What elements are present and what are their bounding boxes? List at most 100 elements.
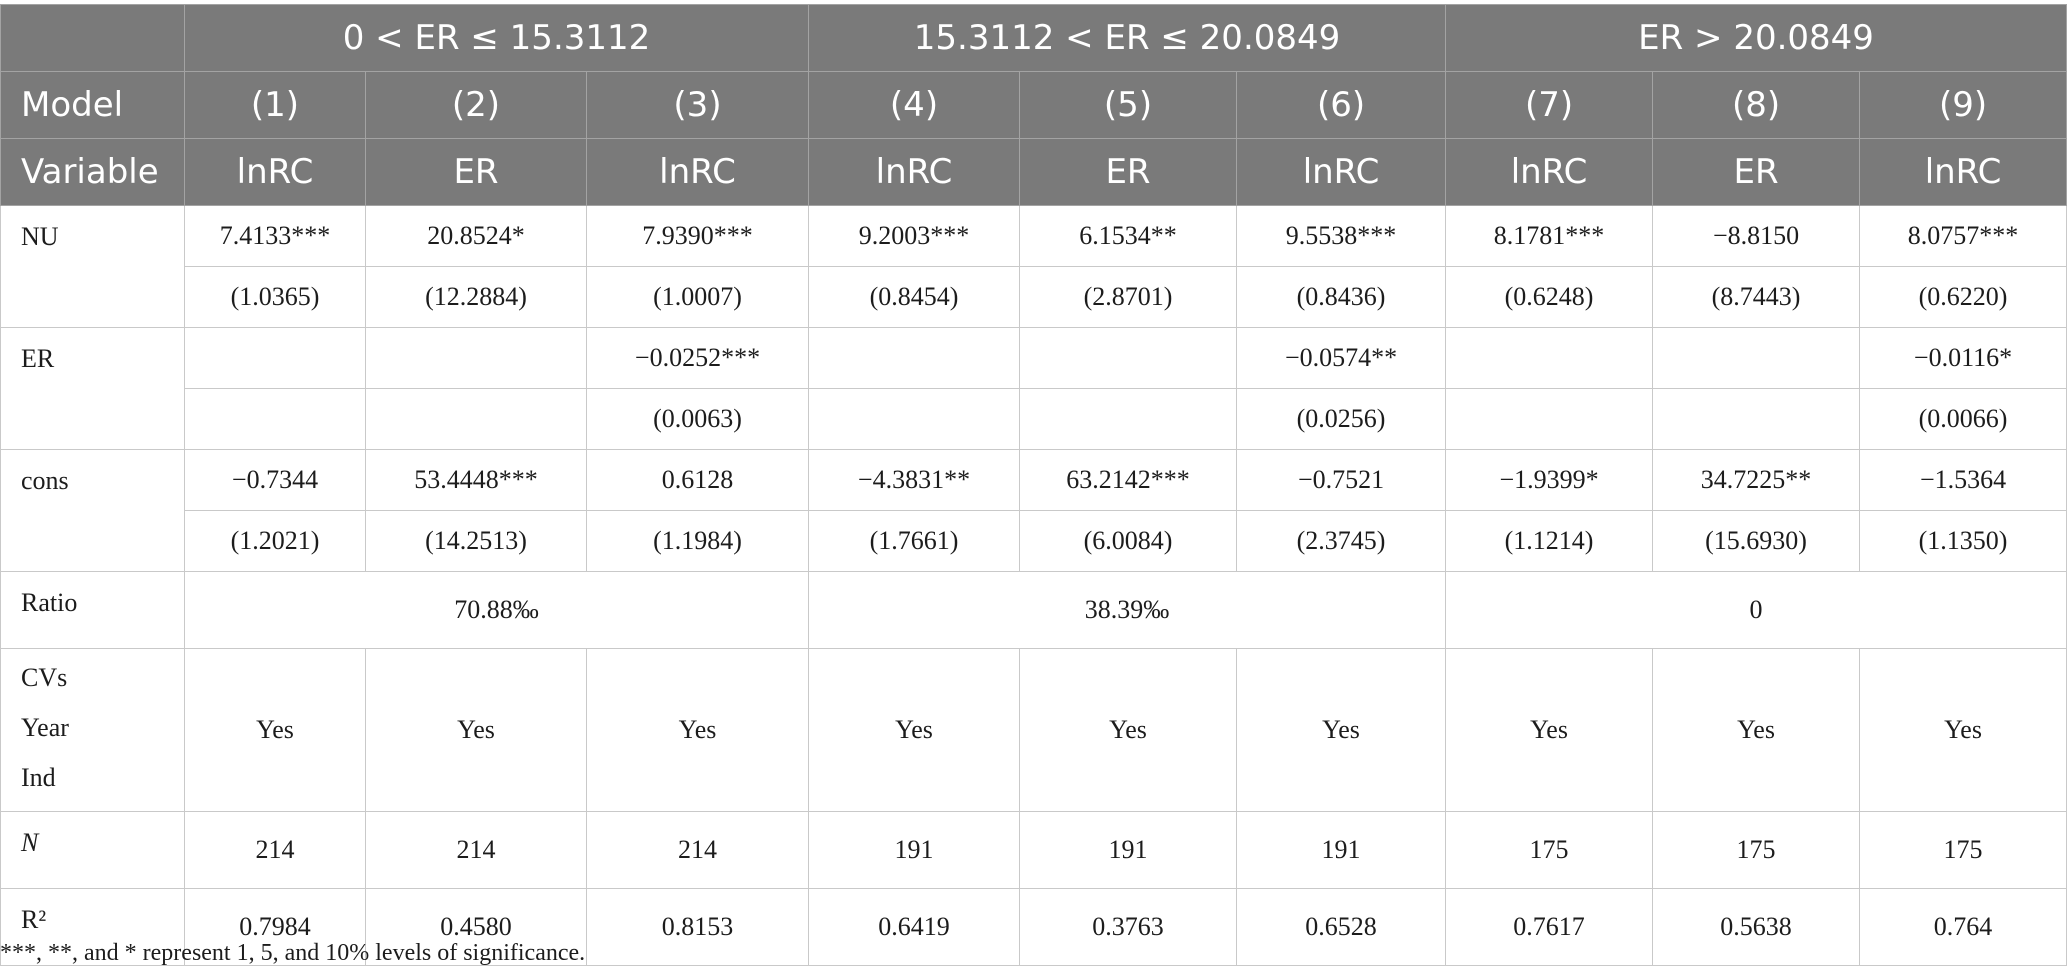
se-cell: (1.1350)	[1859, 510, 2068, 572]
coef-cell: 34.7225**	[1652, 449, 1861, 511]
coef-cell: 53.4448***	[365, 449, 587, 511]
model-number: (6)	[1236, 71, 1447, 139]
corner-cell	[0, 4, 185, 72]
ratio-cell: 38.39‰	[808, 571, 1447, 649]
control-label-cvs: CVs	[21, 663, 68, 692]
coef-cell	[365, 327, 587, 389]
coef-cell: 20.8524*	[365, 205, 587, 267]
model-number: (3)	[585, 71, 810, 139]
se-cell: (0.0256)	[1236, 388, 1447, 450]
controls-cell: Yes	[1859, 648, 2068, 812]
dependent-variable: lnRC	[1859, 138, 2068, 206]
se-cell: (1.2021)	[184, 510, 366, 572]
ratio-cell: 70.88‰	[183, 571, 810, 649]
n-cell: 191	[1019, 811, 1238, 889]
se-cell	[184, 388, 366, 450]
coef-cell: −1.9399*	[1445, 449, 1654, 511]
model-number: (8)	[1652, 71, 1861, 139]
row-label-cons: cons	[0, 449, 185, 572]
se-cell: (1.1984)	[585, 510, 810, 572]
se-cell: (6.0084)	[1019, 510, 1238, 572]
r2-cell: 0.764	[1859, 888, 2068, 966]
r2-cell: 0.6528	[1236, 888, 1447, 966]
dependent-variable: lnRC	[585, 138, 810, 206]
model-label: Model	[0, 71, 185, 139]
ratio-cell: 0	[1445, 571, 2068, 649]
model-number: (4)	[808, 71, 1021, 139]
dependent-variable: lnRC	[1236, 138, 1447, 206]
model-number: (2)	[365, 71, 587, 139]
controls-cell: Yes	[184, 648, 366, 812]
se-cell: (0.6220)	[1859, 266, 2068, 328]
se-cell: (2.3745)	[1236, 510, 1447, 572]
se-cell: (0.0066)	[1859, 388, 2068, 450]
regression-table: 0 < ER ≤ 15.3112 15.3112 < ER ≤ 20.0849 …	[0, 4, 2068, 966]
cons-se-row: (1.2021) (14.2513) (1.1984) (1.7661) (6.…	[1, 510, 2068, 572]
n-cell: 214	[365, 811, 587, 889]
er-coef-row: ER −0.0252*** −0.0574** −0.0116*	[0, 327, 2068, 450]
coef-cell: 9.5538***	[1236, 205, 1447, 267]
se-cell: (1.0007)	[585, 266, 810, 328]
model-number: (7)	[1445, 71, 1654, 139]
dependent-variable: lnRC	[808, 138, 1021, 206]
r2-cell: 0.6419	[808, 888, 1021, 966]
coef-cell: 63.2142***	[1019, 449, 1238, 511]
coef-cell: −8.8150	[1652, 205, 1861, 267]
se-cell: (1.1214)	[1445, 510, 1654, 572]
row-label-ratio: Ratio	[0, 571, 185, 649]
model-number: (9)	[1859, 71, 2068, 139]
n-cell: 191	[808, 811, 1021, 889]
coef-cell: 8.1781***	[1445, 205, 1654, 267]
se-cell: (14.2513)	[365, 510, 587, 572]
coef-cell: 0.6128	[585, 449, 810, 511]
coef-cell	[184, 327, 366, 389]
control-label-ind: Ind	[21, 763, 56, 792]
coef-cell: 7.9390***	[585, 205, 810, 267]
coef-cell: −1.5364	[1859, 449, 2068, 511]
coef-cell	[1652, 327, 1861, 389]
se-cell	[1652, 388, 1861, 450]
er-se-row: (0.0063) (0.0256) (0.0066)	[1, 388, 2068, 450]
controls-cell: Yes	[1236, 648, 1447, 812]
row-label-nu: NU	[0, 205, 185, 328]
group-header-low: 0 < ER ≤ 15.3112	[183, 4, 810, 72]
se-cell: (1.7661)	[808, 510, 1021, 572]
model-number: (5)	[1019, 71, 1238, 139]
se-cell	[1445, 388, 1654, 450]
coef-cell	[1019, 327, 1238, 389]
coef-cell: 7.4133***	[184, 205, 366, 267]
dependent-variable: lnRC	[1445, 138, 1654, 206]
controls-cell: Yes	[585, 648, 810, 812]
row-label-r2: R²	[0, 888, 185, 966]
coef-cell	[1445, 327, 1654, 389]
group-header-high: ER > 20.0849	[1445, 4, 2068, 72]
se-cell: (2.8701)	[1019, 266, 1238, 328]
r2-cell: 0.7617	[1445, 888, 1654, 966]
se-cell: (0.8454)	[808, 266, 1021, 328]
control-label-year: Year	[21, 713, 69, 742]
variable-label: Variable	[0, 138, 185, 206]
n-cell: 214	[184, 811, 366, 889]
controls-cell: Yes	[808, 648, 1021, 812]
r2-cell: 0.4580	[365, 888, 587, 966]
controls-cell: Yes	[1652, 648, 1861, 812]
controls-row: CVs Year Ind Yes Yes Yes Yes Yes Yes Yes…	[0, 648, 2068, 812]
se-cell: (1.0365)	[184, 266, 366, 328]
se-cell: (15.6930)	[1652, 510, 1861, 572]
coef-cell: −0.0116*	[1859, 327, 2068, 389]
coef-cell: −0.0574**	[1236, 327, 1447, 389]
se-cell: (0.8436)	[1236, 266, 1447, 328]
ratio-row: Ratio 70.88‰ 38.39‰ 0	[0, 571, 2068, 649]
significance-footnote: ***, **, and * represent 1, 5, and 10% l…	[0, 940, 586, 966]
nu-coef-row: NU 7.4133*** 20.8524* 7.9390*** 9.2003**…	[0, 205, 2068, 328]
se-cell: (12.2884)	[365, 266, 587, 328]
dependent-variable: lnRC	[184, 138, 366, 206]
r2-row: R² 0.7984 0.4580 0.8153 0.6419 0.3763 0.…	[0, 888, 2068, 966]
n-cell: 175	[1652, 811, 1861, 889]
coef-cell: −4.3831**	[808, 449, 1021, 511]
se-cell	[808, 388, 1021, 450]
coef-cell	[808, 327, 1021, 389]
model-number: (1)	[184, 71, 366, 139]
coef-cell: 9.2003***	[808, 205, 1021, 267]
n-cell: 191	[1236, 811, 1447, 889]
